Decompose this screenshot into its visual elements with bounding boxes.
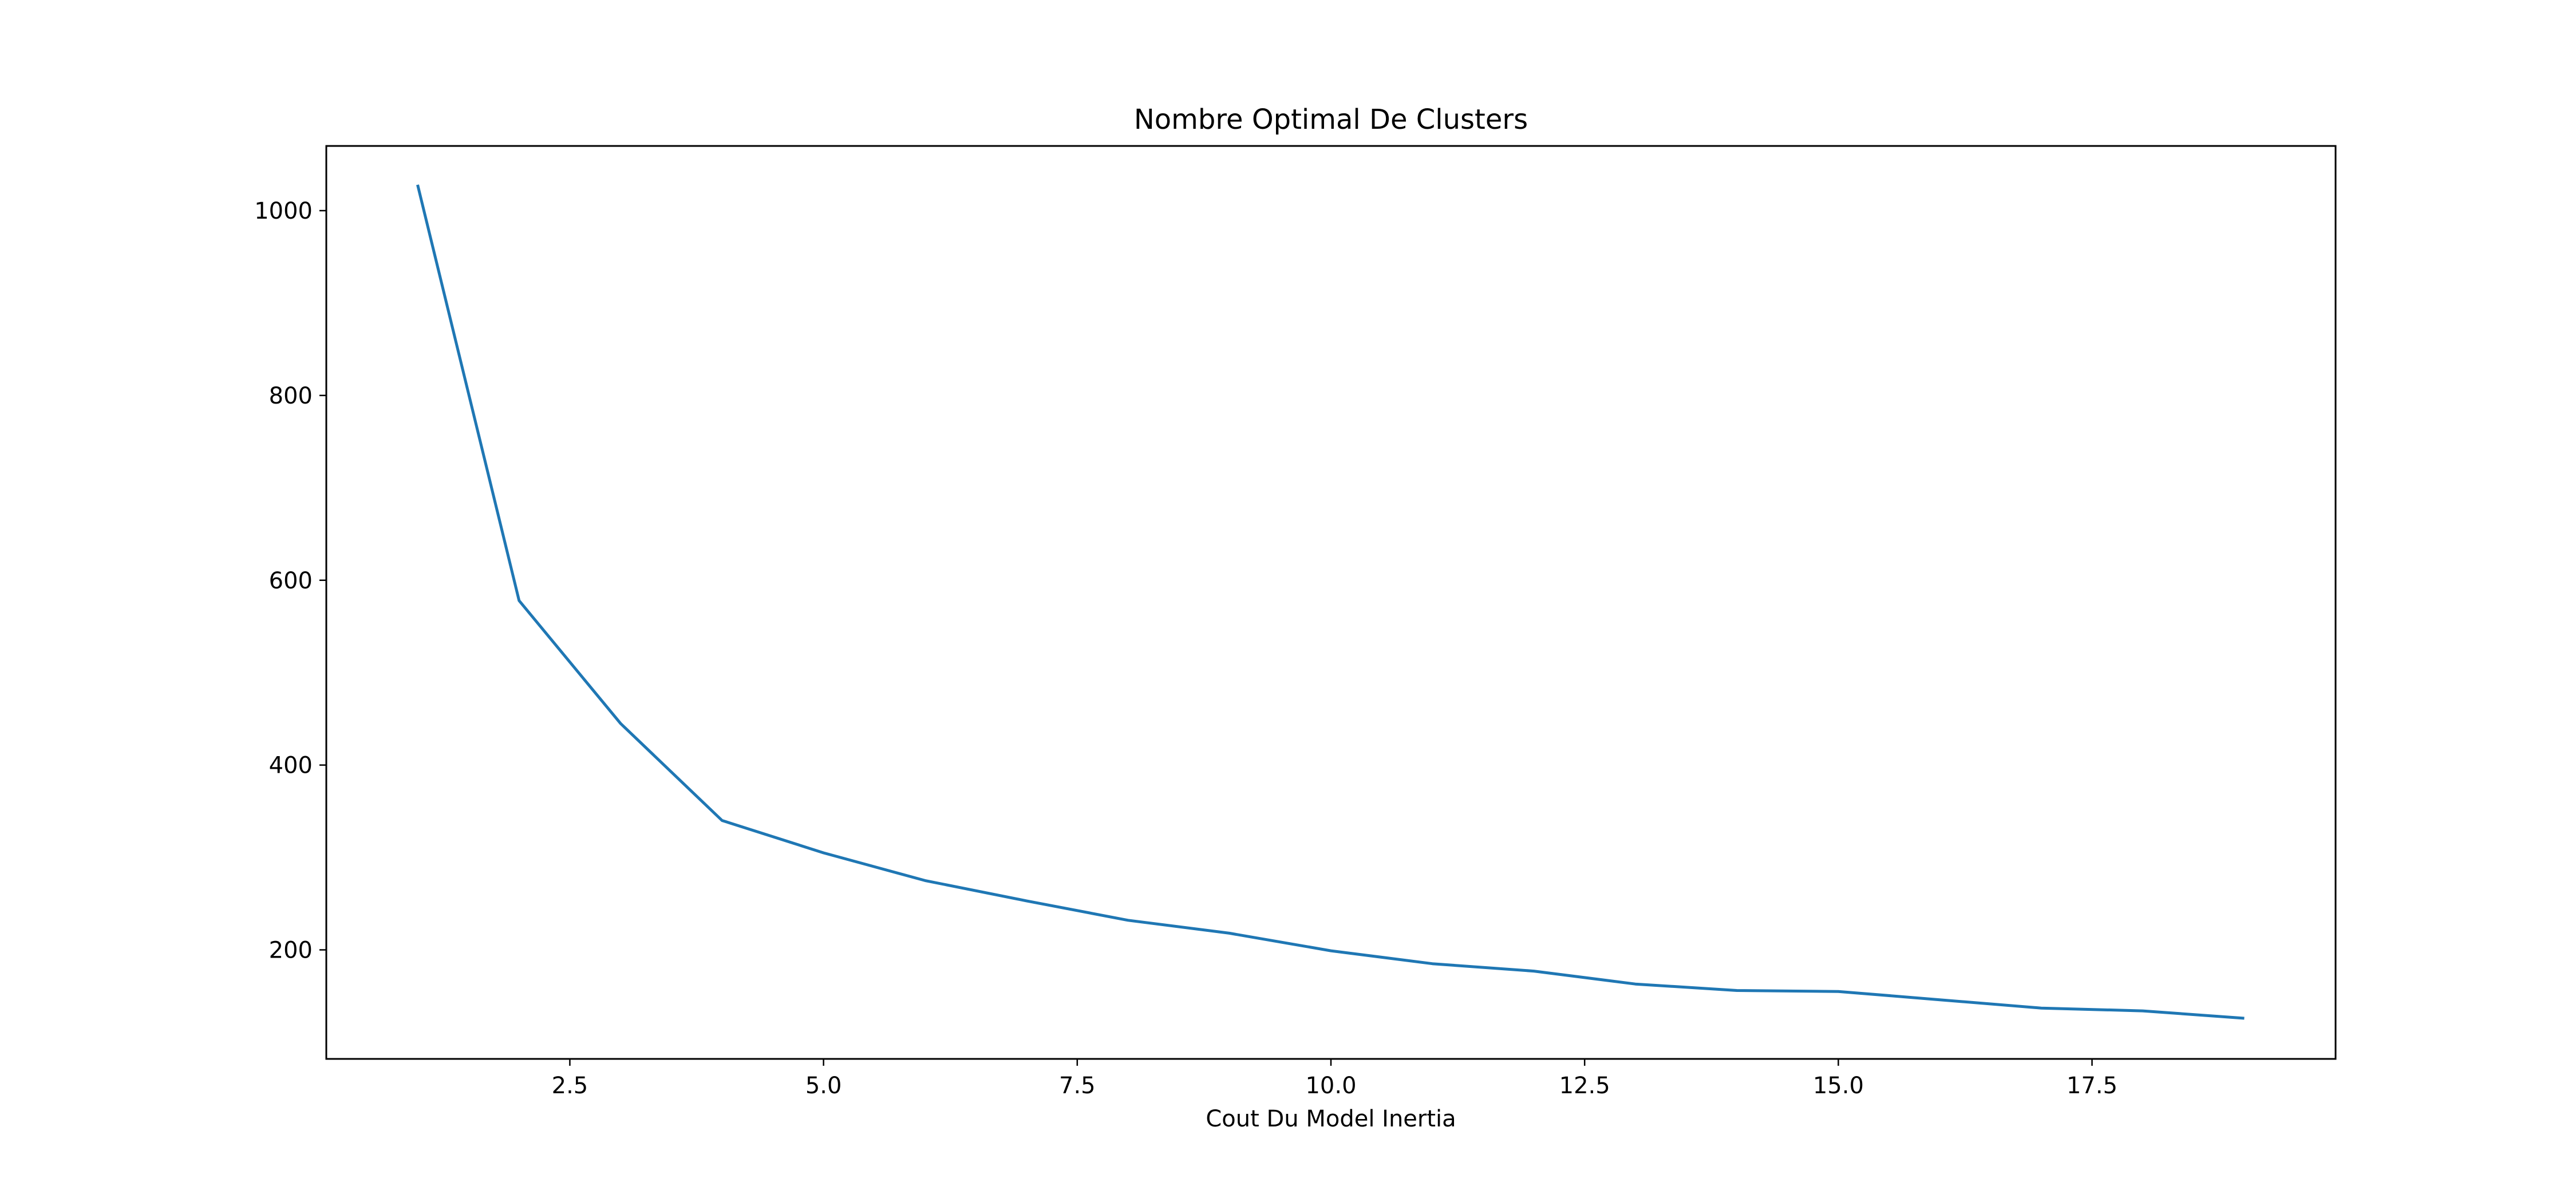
inertia-series-line	[416, 184, 2245, 1020]
y-tick-label: 800	[269, 383, 313, 409]
series-layer	[416, 184, 2245, 1020]
y-tick-label: 200	[269, 938, 313, 964]
x-axis-label: Cout Du Model Inertia	[1206, 1106, 1456, 1132]
x-tick-label: 17.5	[2067, 1073, 2117, 1099]
y-tick-label: 400	[269, 753, 313, 779]
x-tick-label: 12.5	[1559, 1073, 1610, 1099]
x-tick-label: 10.0	[1305, 1073, 1356, 1099]
chart-title: Nombre Optimal De Clusters	[1134, 104, 1528, 136]
x-axis-ticks: 2.5 5.0 7.5 10.0 12.5 15.0 17.5	[552, 1059, 2117, 1099]
x-tick-label: 7.5	[1059, 1073, 1096, 1099]
x-tick-label: 5.0	[805, 1073, 842, 1099]
y-tick-label: 600	[269, 568, 313, 594]
y-axis-ticks: 200 400 600 800 1000	[254, 198, 326, 964]
y-tick-label: 1000	[254, 198, 313, 224]
x-tick-label: 2.5	[552, 1073, 588, 1099]
x-tick-label: 15.0	[1813, 1073, 1864, 1099]
